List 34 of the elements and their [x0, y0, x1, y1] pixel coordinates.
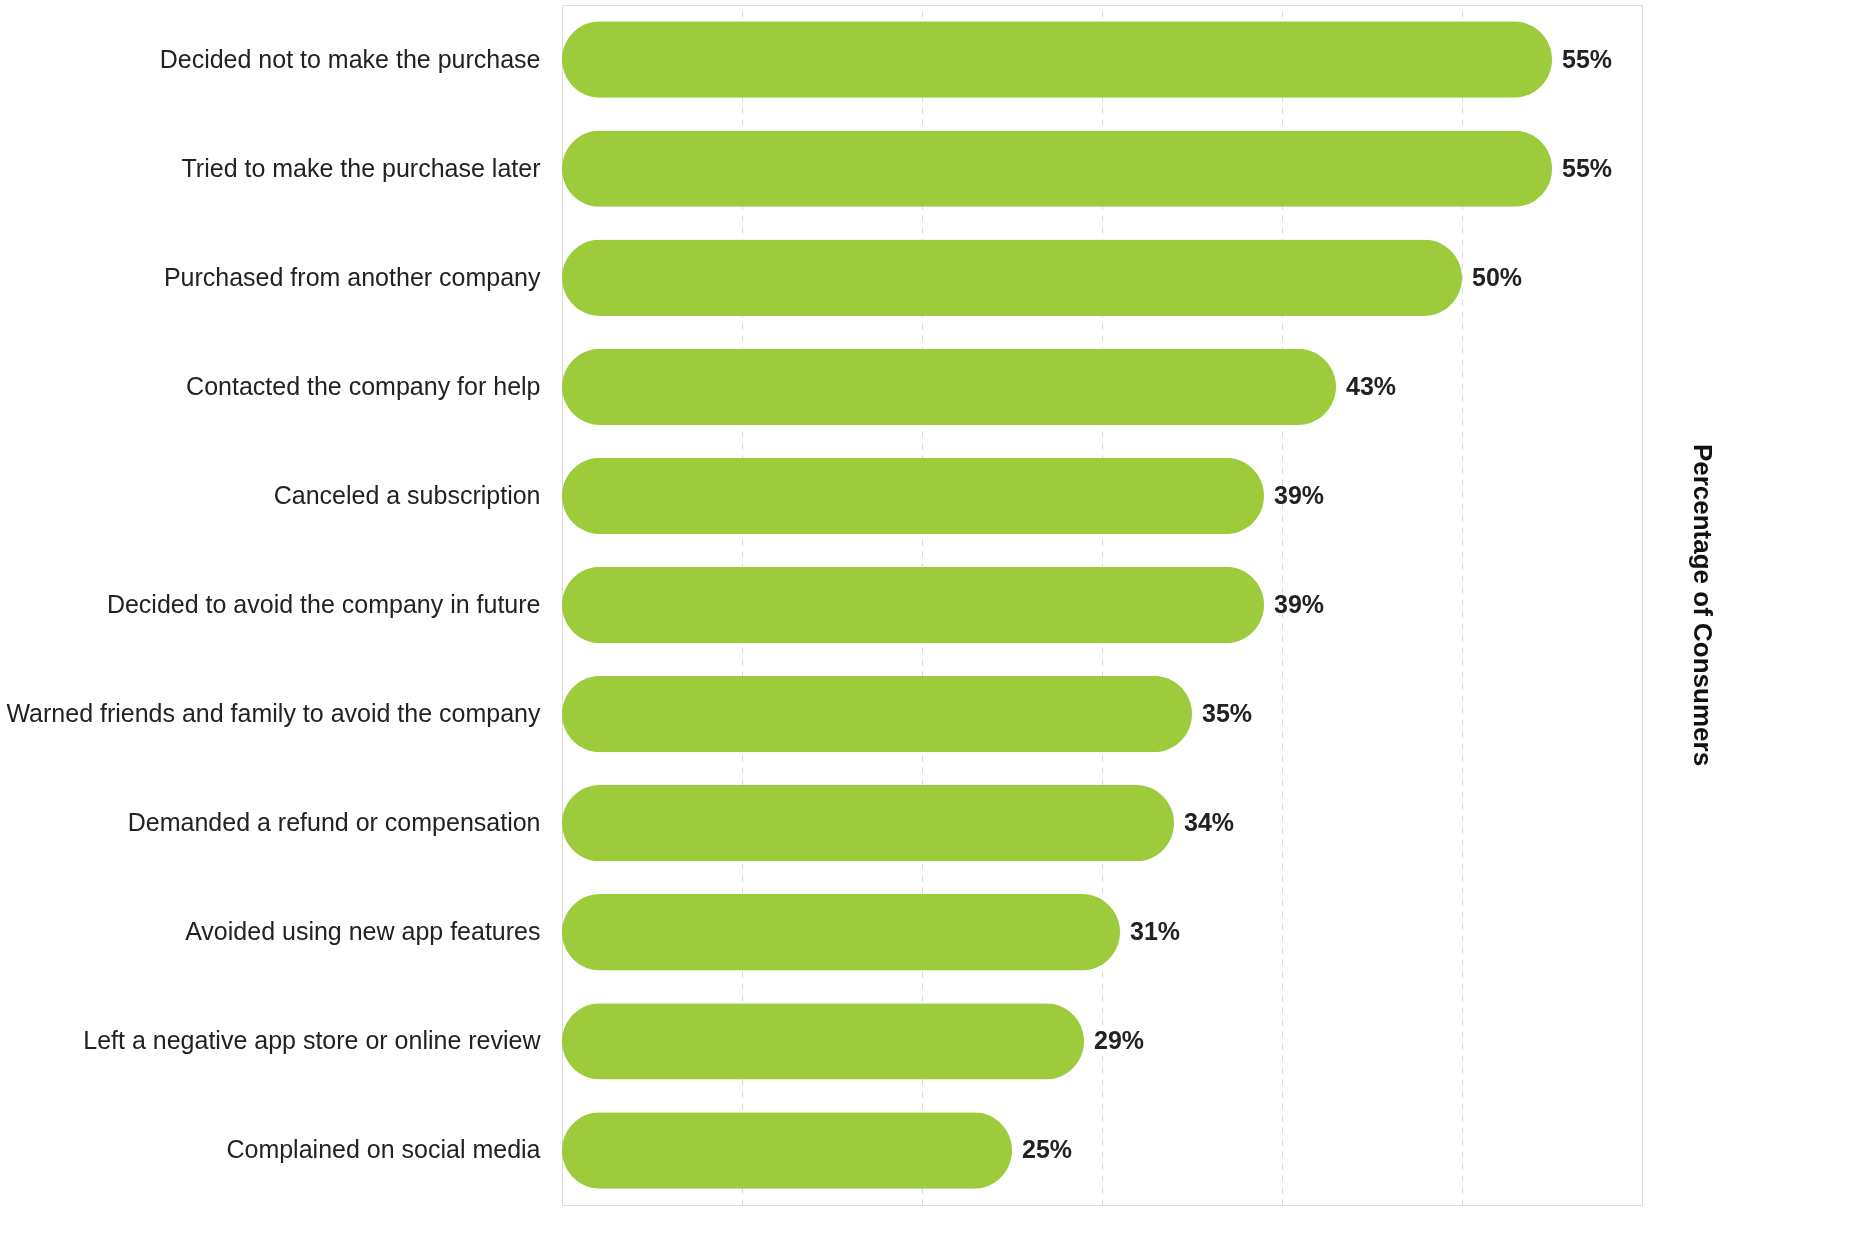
y-tick-label: Complained on social media: [226, 1135, 541, 1164]
data-label: 39%: [1274, 590, 1325, 618]
bar: [562, 675, 1192, 753]
y-tick-label: Left a negative app store or online review: [83, 1026, 542, 1055]
bar: [562, 894, 1120, 971]
y-tick-label: Decided not to make the purchase: [159, 44, 541, 73]
data-label: 55%: [1562, 44, 1613, 73]
data-label: 55%: [1562, 153, 1613, 182]
bar: [562, 566, 1264, 644]
bar: [562, 457, 1264, 535]
bar: [562, 348, 1336, 425]
y-tick-label: Warned friends and family to avoid the company: [6, 699, 541, 728]
y-tick-label: Avoided using new app features: [185, 917, 541, 946]
data-label: 43%: [1346, 371, 1397, 400]
y-tick-label: Demanded a refund or compensation: [127, 808, 541, 837]
y-tick-label: Canceled a subscription: [273, 480, 541, 509]
y-tick-label: Decided to avoid the company in future: [106, 590, 541, 618]
bar: [562, 1112, 1012, 1189]
bar: [562, 130, 1552, 207]
bar: [562, 21, 1552, 98]
data-label: 34%: [1184, 808, 1235, 837]
data-label: 50%: [1472, 262, 1523, 291]
data-label: 25%: [1022, 1135, 1073, 1164]
bar: [562, 785, 1174, 862]
y2-axis-title: Percentage of Consumers: [1688, 443, 1718, 767]
bar: [562, 239, 1462, 316]
data-label: 39%: [1274, 480, 1325, 509]
data-label: 31%: [1130, 917, 1181, 946]
data-label: 29%: [1094, 1026, 1145, 1055]
y-tick-label: Tried to make the purchase later: [181, 153, 541, 182]
bar: [562, 1003, 1084, 1080]
data-label: 35%: [1202, 699, 1253, 728]
y-tick-label: Purchased from another company: [163, 262, 541, 291]
y-tick-label: Contacted the company for help: [186, 371, 541, 400]
